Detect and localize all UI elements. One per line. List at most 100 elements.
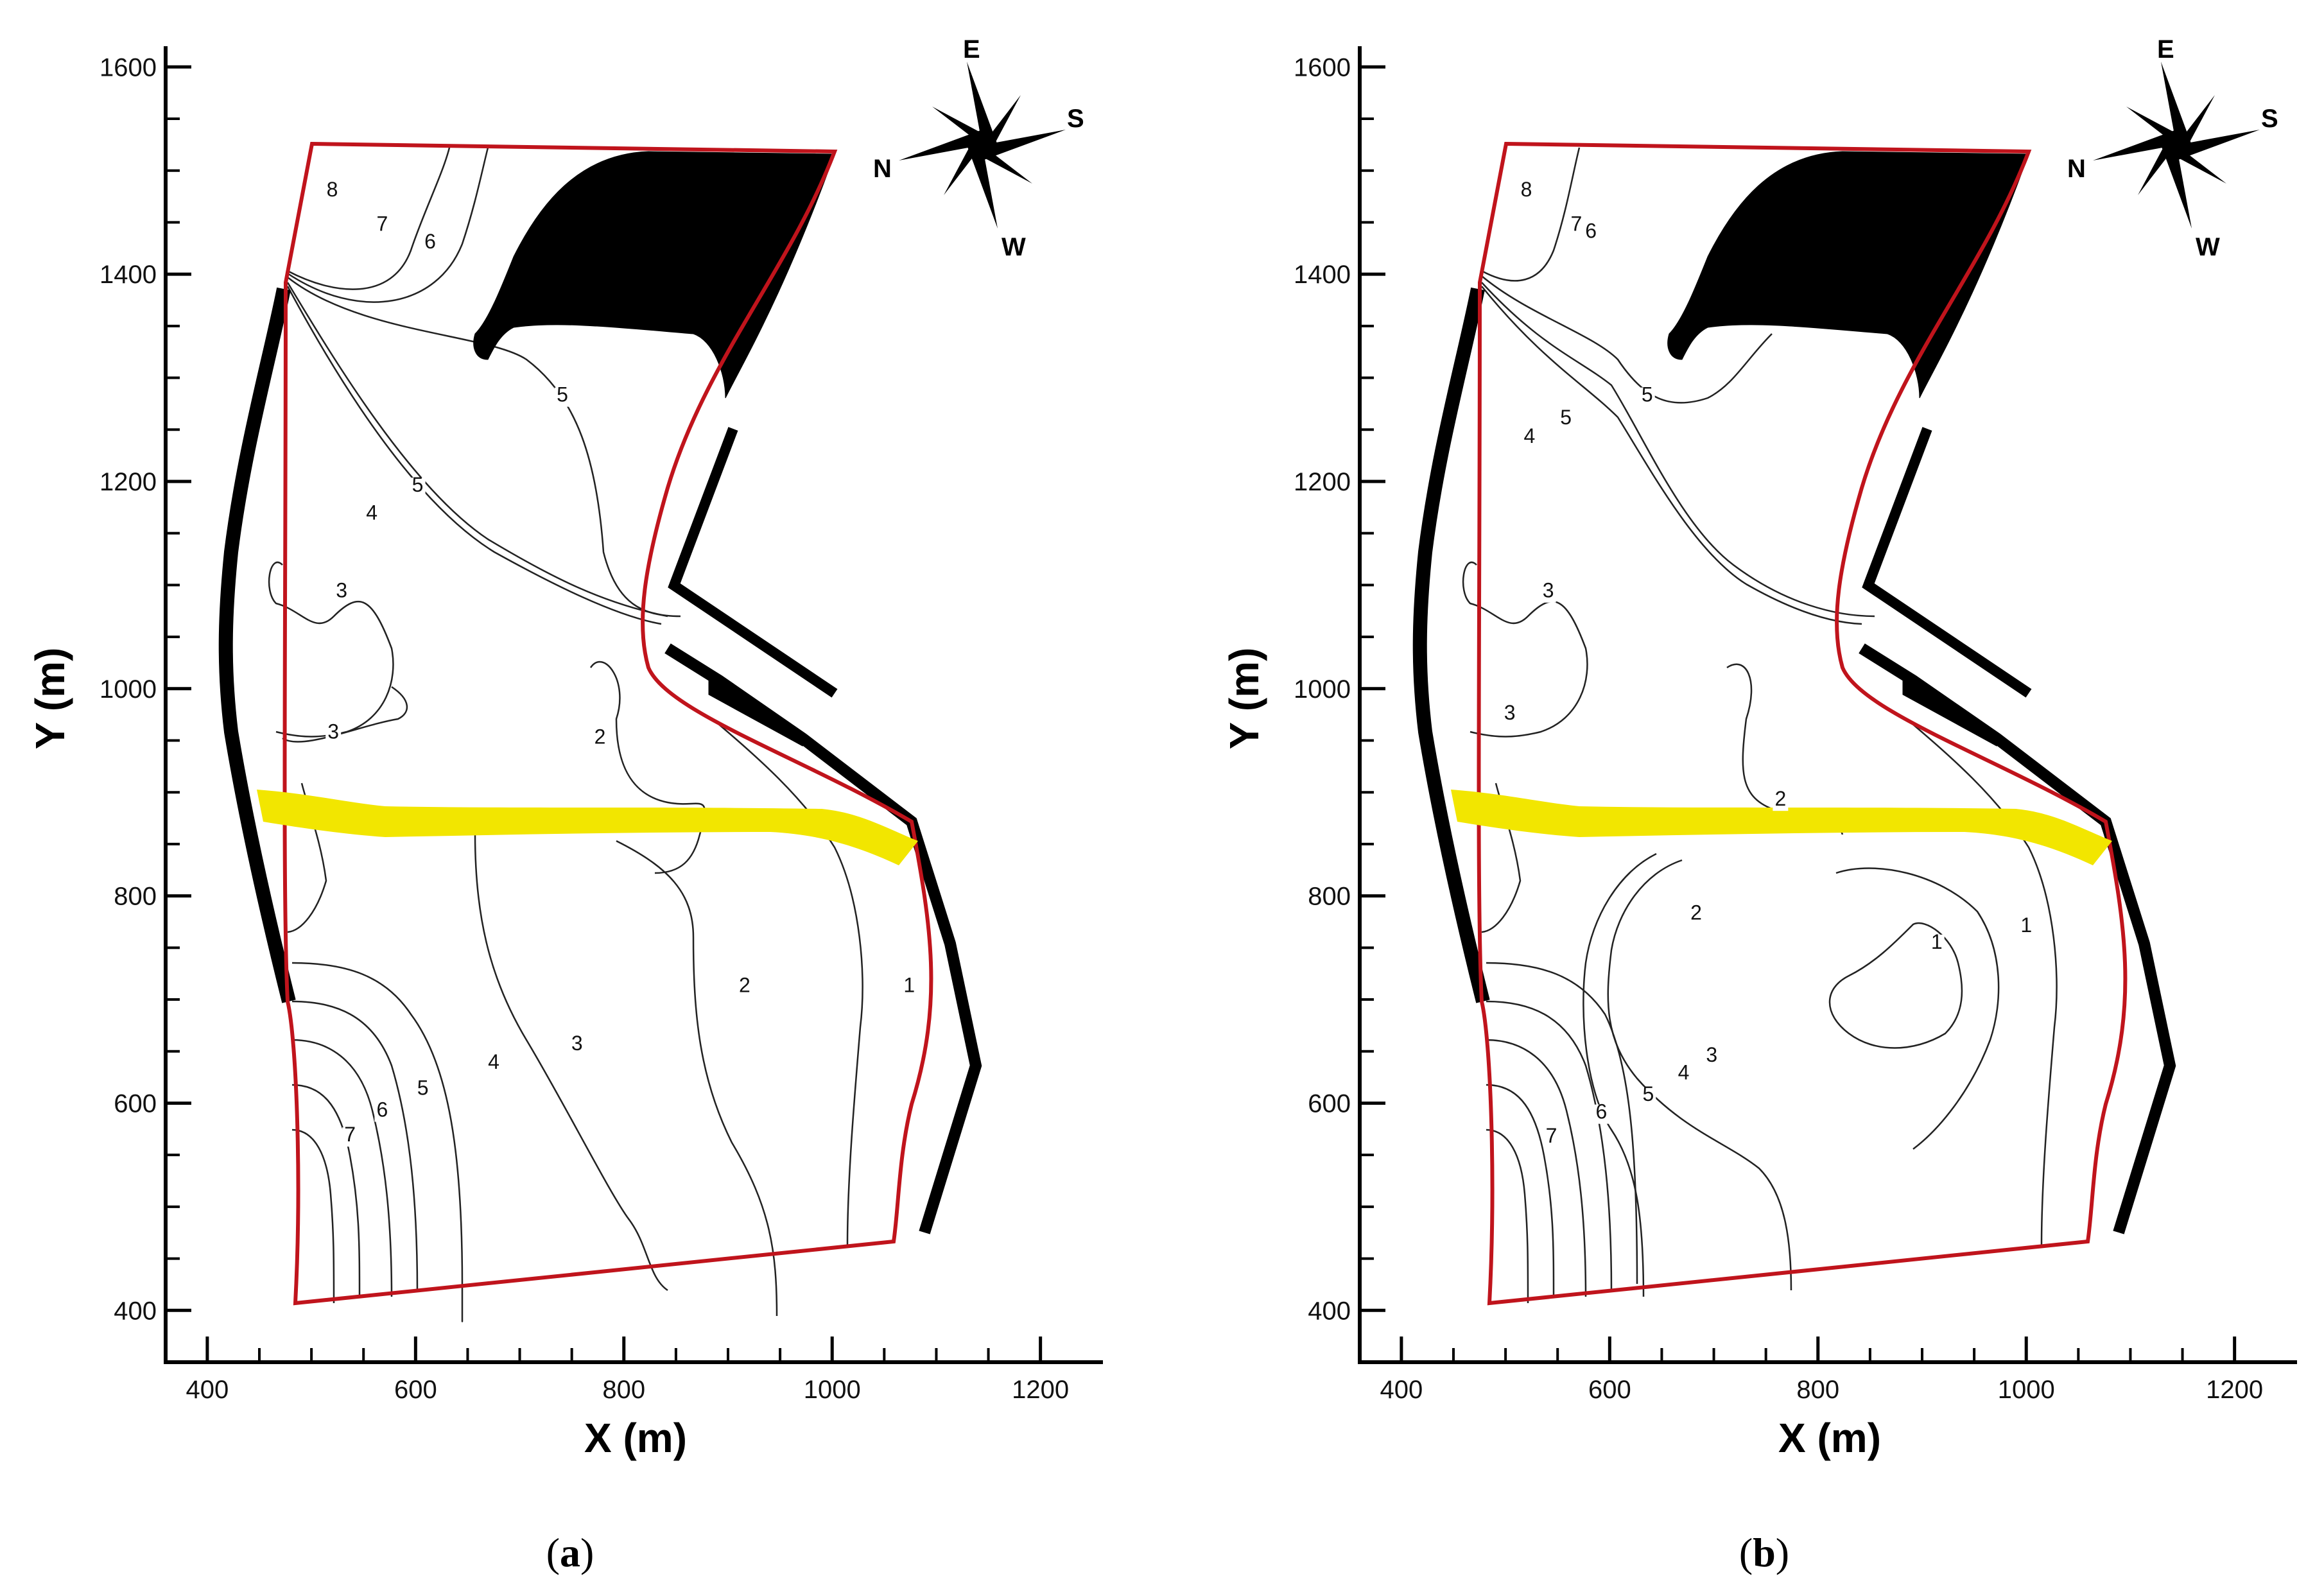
panel-b: 400 600 800 1000 120040060080010001200140016… <box>1221 35 2297 1575</box>
contour-label-bg <box>1929 934 1945 954</box>
contour-label-bg <box>1540 583 1556 603</box>
x-tick-label: 1200 <box>2206 1376 2263 1404</box>
x-tick-label: 1000 <box>804 1376 861 1404</box>
contour-label-bg <box>1688 905 1704 925</box>
contour-label-bg <box>736 978 752 998</box>
contour-label: 4 <box>366 501 377 524</box>
contour-label: 7 <box>1546 1124 1557 1147</box>
contour-label-bg <box>325 724 342 744</box>
contour-label-bg <box>1773 792 1789 811</box>
caption-b: (b) <box>1739 1530 1789 1575</box>
contour-label: 1 <box>1931 930 1943 953</box>
x-tick-label: 1200 <box>1012 1376 1069 1404</box>
contour-label: 4 <box>488 1050 499 1073</box>
y-tick-label: 800 <box>1308 883 1351 911</box>
y-tick-label: 1400 <box>1294 261 1351 289</box>
contour-label-bg <box>592 729 608 749</box>
compass-e-a: E <box>963 35 980 64</box>
x-tick-label: 400 <box>1380 1376 1423 1404</box>
contour-label: 7 <box>344 1123 356 1146</box>
y-tick-label: 1600 <box>100 53 157 82</box>
contour-label-bg <box>1676 1065 1692 1085</box>
contour-label-bg <box>569 1036 585 1056</box>
contour-label: 4 <box>1678 1060 1690 1084</box>
contour-label-bg <box>1518 182 1534 202</box>
contour-label: 2 <box>1690 901 1702 924</box>
compass-w-b: W <box>2196 233 2220 261</box>
contour-label-bg <box>1558 410 1574 430</box>
contour-label-bg <box>422 234 438 254</box>
navigation-channel-a <box>257 790 918 865</box>
y-tick-label: 1600 <box>1294 53 1351 82</box>
contour-label: 8 <box>327 178 338 201</box>
left-breakwater-b <box>1412 287 1490 1003</box>
x-tick-label: 600 <box>394 1376 437 1404</box>
axes-a <box>164 46 1103 1364</box>
tick-labels-b: 400 600 800 1000 120040060080010001200140016… <box>1294 53 2263 1404</box>
tick-marks-b <box>1360 65 2237 1362</box>
x-tick-label: 800 <box>1796 1376 1839 1404</box>
contour-label-bg <box>1639 387 1655 407</box>
axes-b <box>1358 46 2297 1364</box>
contour-label: 6 <box>424 230 436 253</box>
contour-label-bg <box>2018 918 2034 938</box>
contour-label: 7 <box>1571 212 1583 235</box>
contour-label: 6 <box>1585 220 1597 243</box>
contour-label: 6 <box>1595 1100 1607 1123</box>
contour-label-bg <box>410 478 426 498</box>
contour-label-bg <box>901 978 917 998</box>
contour-label-bg <box>486 1055 501 1075</box>
contour-label: 3 <box>1543 579 1554 602</box>
port-basin-a <box>473 151 835 399</box>
contour-label-bg <box>1593 1104 1609 1124</box>
y-tick-label: 400 <box>114 1297 157 1325</box>
contour-label: 3 <box>571 1032 583 1055</box>
x-tick-label: 400 <box>186 1376 229 1404</box>
contour-label-bg <box>374 216 390 236</box>
contour-label-bg <box>1640 1087 1656 1107</box>
contour-label: 5 <box>1560 406 1572 429</box>
y-tick-label: 1200 <box>100 468 157 496</box>
compass-w-a: W <box>1002 233 1026 261</box>
contour-label-bg <box>364 505 380 525</box>
contour-label: 3 <box>327 720 339 743</box>
navigation-channel-b <box>1451 790 2112 865</box>
tick-marks-a <box>166 65 1043 1362</box>
x-tick-label: 800 <box>602 1376 645 1404</box>
contour-label-bg <box>334 583 350 603</box>
contour-label-bg <box>1543 1128 1559 1148</box>
y-tick-label: 800 <box>114 883 157 911</box>
right-jetty-block-b <box>1902 680 1997 747</box>
right-jetty-upper-b <box>1862 427 2032 698</box>
contour-label: 2 <box>594 725 606 748</box>
contour-label-bg <box>374 1102 390 1122</box>
x-axis-title-a: X (m) <box>584 1415 687 1461</box>
y-tick-label: 400 <box>1308 1297 1351 1325</box>
tick-labels-a: 400 600 800 1000 120040060080010001200140016… <box>100 53 1069 1404</box>
panel-a: 400 600 800 1000 120040060080010001200140016… <box>27 35 1103 1575</box>
caption-a: (a) <box>546 1530 594 1575</box>
contour-label: 7 <box>377 212 388 235</box>
contour-label-bg <box>415 1080 431 1100</box>
x-tick-label: 1000 <box>1998 1376 2055 1404</box>
compass-n-a: N <box>873 155 892 183</box>
contour-label: 1 <box>2020 913 2032 937</box>
contour-lines-b <box>1462 147 2058 1304</box>
y-axis-title-a: Y (m) <box>27 648 73 750</box>
contour-label-bg <box>555 387 571 407</box>
y-tick-label: 1000 <box>100 675 157 704</box>
right-jetty-upper-a <box>668 427 838 698</box>
contour-label: 5 <box>417 1077 429 1100</box>
y-tick-label: 600 <box>1308 1089 1351 1118</box>
port-basin-b <box>1667 151 2029 399</box>
y-tick-label: 600 <box>114 1089 157 1118</box>
contour-label: 3 <box>1706 1043 1717 1066</box>
contour-label-bg <box>1502 705 1518 725</box>
contour-label: 2 <box>739 974 750 997</box>
compass-s-b: S <box>2261 105 2278 133</box>
contour-label-bg <box>324 182 340 202</box>
